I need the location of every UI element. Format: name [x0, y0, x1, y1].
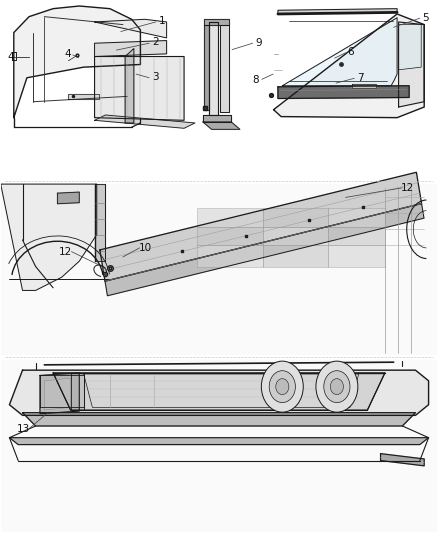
Polygon shape [95, 41, 166, 56]
Polygon shape [22, 413, 416, 426]
Circle shape [261, 361, 303, 412]
Text: 4: 4 [7, 52, 14, 61]
Text: 5: 5 [423, 13, 429, 23]
Bar [197, 208, 263, 227]
Polygon shape [274, 14, 424, 118]
Text: 4: 4 [64, 49, 71, 59]
Circle shape [324, 370, 350, 402]
Polygon shape [1, 184, 437, 354]
Bar [263, 227, 328, 245]
Circle shape [330, 378, 343, 394]
Text: 12: 12 [401, 183, 414, 193]
Polygon shape [283, 18, 397, 86]
Text: 1: 1 [159, 16, 166, 26]
Text: 9: 9 [255, 38, 261, 47]
Text: 3: 3 [152, 72, 159, 82]
Text: 7: 7 [357, 74, 364, 83]
Polygon shape [100, 172, 421, 281]
Text: 2: 2 [152, 37, 159, 47]
Text: 6: 6 [347, 47, 354, 56]
Text: 12: 12 [59, 247, 72, 257]
Polygon shape [204, 25, 209, 110]
Text: 10: 10 [139, 244, 152, 253]
Polygon shape [14, 6, 141, 118]
Polygon shape [105, 204, 424, 296]
Polygon shape [220, 25, 229, 112]
Bar [328, 245, 385, 266]
Polygon shape [57, 192, 79, 204]
Polygon shape [95, 184, 106, 261]
Polygon shape [71, 373, 84, 410]
Polygon shape [278, 9, 397, 14]
Polygon shape [381, 454, 424, 466]
Polygon shape [203, 122, 240, 130]
Text: 13: 13 [16, 424, 30, 434]
Polygon shape [399, 22, 424, 107]
Polygon shape [68, 94, 99, 99]
Bar [328, 227, 385, 245]
Bar [263, 245, 328, 266]
Polygon shape [278, 86, 409, 99]
Polygon shape [399, 25, 421, 70]
Bar [328, 208, 385, 227]
Polygon shape [10, 370, 428, 415]
Bar [197, 245, 263, 266]
Circle shape [276, 378, 289, 394]
Polygon shape [84, 374, 359, 407]
Polygon shape [352, 84, 376, 88]
Polygon shape [1, 184, 97, 290]
Polygon shape [95, 56, 184, 120]
Polygon shape [40, 373, 79, 414]
Polygon shape [44, 378, 71, 410]
Circle shape [316, 361, 358, 412]
Polygon shape [53, 373, 385, 410]
Polygon shape [204, 19, 229, 25]
Bar [263, 208, 328, 227]
Polygon shape [125, 49, 134, 123]
Polygon shape [95, 115, 195, 128]
Circle shape [269, 370, 295, 402]
Text: 8: 8 [252, 75, 259, 85]
Polygon shape [1, 360, 437, 532]
Polygon shape [209, 22, 218, 115]
Polygon shape [10, 438, 428, 445]
Bar [197, 227, 263, 245]
Polygon shape [95, 19, 166, 38]
Polygon shape [203, 115, 231, 122]
